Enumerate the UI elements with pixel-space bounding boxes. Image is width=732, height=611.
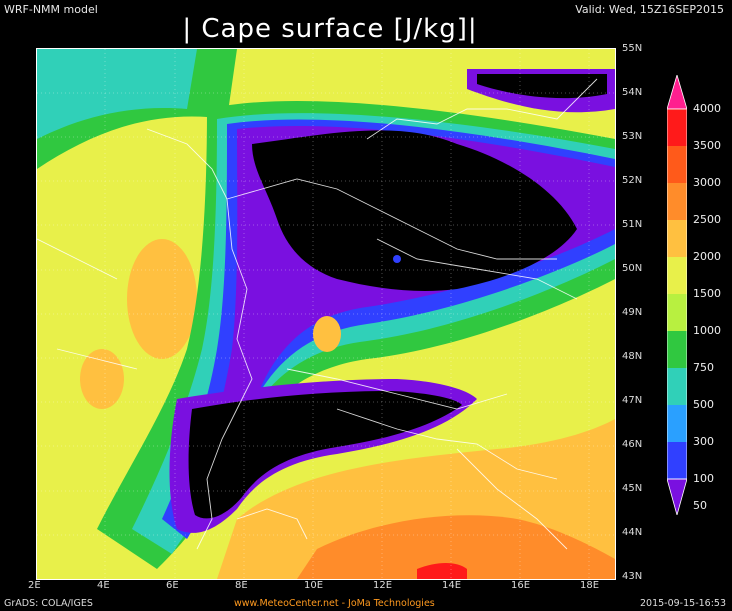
colorbar-label: 50: [693, 499, 707, 512]
lon-label: 8E: [235, 580, 248, 591]
lon-label: 6E: [166, 580, 179, 591]
lon-label: 18E: [580, 580, 600, 591]
lat-label: 52N: [622, 175, 643, 186]
lon-label: 10E: [304, 580, 324, 591]
lon-label: 16E: [511, 580, 531, 591]
timestamp: 2015-09-15-16:53: [639, 598, 726, 609]
colorbar-label: 500: [693, 398, 714, 411]
colorbar-label: 4000: [693, 102, 721, 115]
lat-label: 51N: [622, 219, 643, 230]
lon-label: 2E: [28, 580, 41, 591]
colorbar-label: 1000: [693, 324, 721, 337]
lon-label: 4E: [97, 580, 110, 591]
cape-map: [36, 48, 616, 580]
lat-label: 49N: [622, 307, 643, 318]
grads-credit: GrADS: COLA/IGES: [4, 598, 93, 609]
colorbar: [667, 75, 687, 515]
colorbar-label: 3500: [693, 139, 721, 152]
lat-label: 43N: [622, 571, 643, 582]
colorbar-label: 2500: [693, 213, 721, 226]
lat-label: 50N: [622, 263, 643, 274]
lon-label: 12E: [373, 580, 393, 591]
colorbar-label: 750: [693, 361, 714, 374]
valid-time: Valid: Wed, 15Z16SEP2015: [575, 3, 724, 16]
lat-label: 48N: [622, 351, 643, 362]
colorbar-label: 300: [693, 435, 714, 448]
lat-label: 46N: [622, 439, 643, 450]
colorbar-label: 2000: [693, 250, 721, 263]
map-title: | Cape surface [J/kg]|: [182, 14, 478, 44]
cape-field: [37, 49, 615, 579]
lat-label: 45N: [622, 483, 643, 494]
lat-label: 54N: [622, 87, 643, 98]
colorbar-label: 100: [693, 472, 714, 485]
colorbar-label: 3000: [693, 176, 721, 189]
model-name: WRF-NMM model: [4, 3, 98, 16]
site-credit: www.MeteoCenter.net - JoMa Technologies: [234, 598, 435, 609]
lat-label: 47N: [622, 395, 643, 406]
lat-label: 55N: [622, 43, 643, 54]
lat-label: 44N: [622, 527, 643, 538]
lon-label: 14E: [442, 580, 462, 591]
lat-label: 53N: [622, 131, 643, 142]
colorbar-label: 1500: [693, 287, 721, 300]
